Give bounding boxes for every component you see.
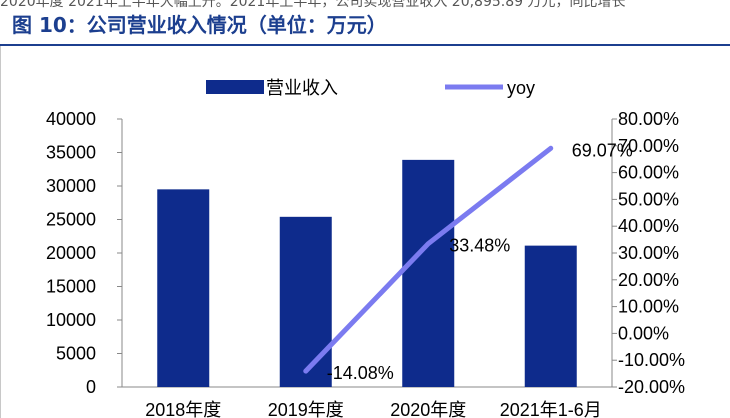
y-left-tick-label: 25000 (46, 210, 96, 230)
y-left-tick-label: 10000 (46, 310, 96, 330)
yoy-line (303, 145, 554, 374)
yoy-line-series (303, 145, 554, 374)
x-tick-label: 2018年度 (145, 400, 221, 418)
truncated-body-text: 2020年度 2021年上半年大幅上升。2021年上半年，公司实现营业收入 20… (0, 0, 730, 8)
bar-series (157, 159, 577, 387)
legend-line-label: yoy (507, 78, 535, 98)
y-axis-left: 0 5000 10000 15000 20000 25000 30000 35000 40000 (46, 109, 612, 397)
legend-bar-swatch (206, 80, 264, 94)
legend-bar-label: 营业收入 (266, 78, 338, 98)
y-right-tick-label: 60.00% (618, 163, 679, 183)
y-axis-right: -20.00% -10.00% 0.00% 10.00% 20.00% 30.00% 40.… (611, 109, 685, 397)
x-tick-label: 2019年度 (268, 400, 344, 418)
y-right-tick-label: 30.00% (618, 243, 679, 263)
y-right-tick-label: 50.00% (618, 189, 679, 209)
y-left-tick-label: 0 (86, 377, 96, 397)
revenue-bar (402, 159, 455, 387)
yoy-data-label: -14.08% (327, 363, 394, 383)
x-tick-label: 2020年度 (390, 400, 466, 418)
y-left-tick-label: 30000 (46, 176, 96, 196)
legend: 营业收入 yoy (206, 78, 535, 98)
yoy-data-label: 69.07% (572, 140, 633, 160)
top-text: 2020年度 2021年上半年大幅上升。2021年上半年，公司实现营业收入 20… (0, 0, 626, 8)
yoy-data-label: 33.48% (449, 236, 510, 256)
y-left-tick-label: 40000 (46, 109, 96, 129)
y-left-tick-label: 35000 (46, 143, 96, 163)
y-right-tick-label: 70.00% (618, 136, 679, 156)
y-right-tick-label: 20.00% (618, 270, 679, 290)
y-right-tick-label: 40.00% (618, 216, 679, 236)
data-labels: -14.08% 33.48% 69.07% (327, 140, 633, 383)
y-left-tick-label: 5000 (56, 344, 96, 364)
x-tick-label: 2021年1-6月 (500, 400, 602, 418)
figure-title: 图 10：公司营业收入情况（单位：万元） (12, 13, 387, 37)
x-axis-labels: 2018年度 2019年度 2020年度 2021年1-6月 (145, 400, 602, 418)
y-left-tick-label: 15000 (46, 277, 96, 297)
revenue-bar (157, 189, 210, 387)
revenue-bar (279, 216, 332, 387)
y-right-tick-label: 10.00% (618, 297, 679, 317)
left-border (0, 46, 1, 418)
y-right-tick-label: 0.00% (618, 323, 669, 343)
title-divider (0, 44, 730, 46)
revenue-bar (524, 245, 577, 387)
y-left-tick-label: 20000 (46, 243, 96, 263)
y-right-tick-label: -10.00% (618, 350, 685, 370)
y-right-tick-label: -20.00% (618, 377, 685, 397)
y-right-tick-label: 80.00% (618, 109, 679, 129)
